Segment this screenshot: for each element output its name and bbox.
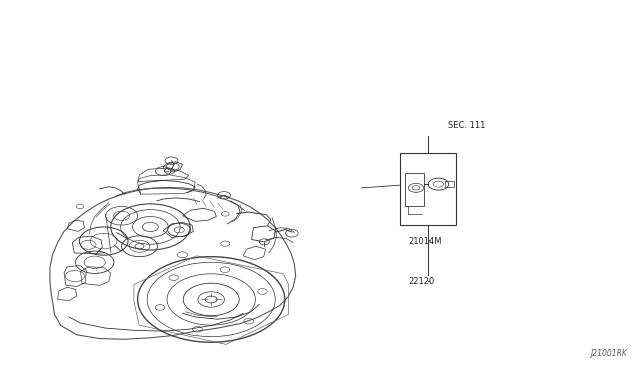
Text: 21014M: 21014M	[408, 237, 442, 246]
Text: J21001RK: J21001RK	[590, 349, 627, 358]
Bar	[405, 173, 424, 206]
Bar	[445, 181, 454, 187]
Text: 22120: 22120	[408, 278, 435, 286]
Text: SEC. 111: SEC. 111	[448, 121, 485, 130]
Bar	[400, 153, 456, 225]
